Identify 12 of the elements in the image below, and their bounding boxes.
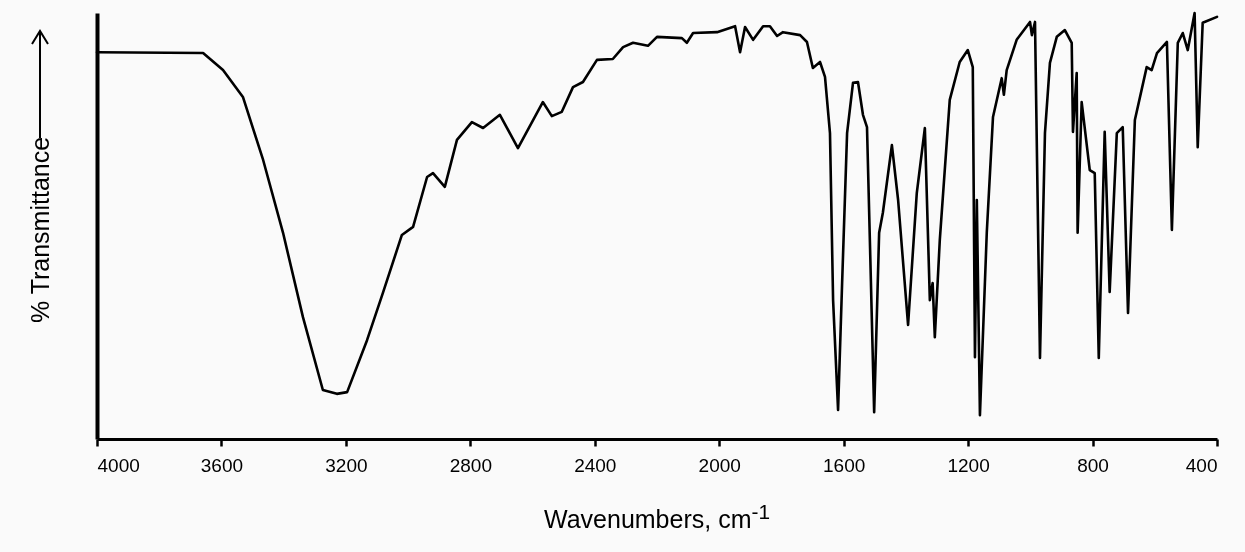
x-tick-label: 3600 — [200, 454, 244, 476]
x-axis-title: Wavenumbers, cm$^{-1}$ — [543, 500, 771, 535]
x-tick-label: 2000 — [698, 454, 741, 476]
x-tick-label: 1200 — [947, 454, 990, 476]
x-tick-label: 4000 — [97, 454, 140, 476]
x-tick-label: 2800 — [449, 454, 492, 476]
x-tick-label: 1600 — [823, 454, 866, 476]
x-tick-label: 400 — [1185, 454, 1218, 476]
x-tick-label: 2400 — [574, 454, 617, 476]
y-axis-title: % Transmittance — [25, 136, 55, 324]
x-tick-label: 800 — [1077, 454, 1109, 476]
x-tick-label: 3200 — [325, 454, 368, 476]
